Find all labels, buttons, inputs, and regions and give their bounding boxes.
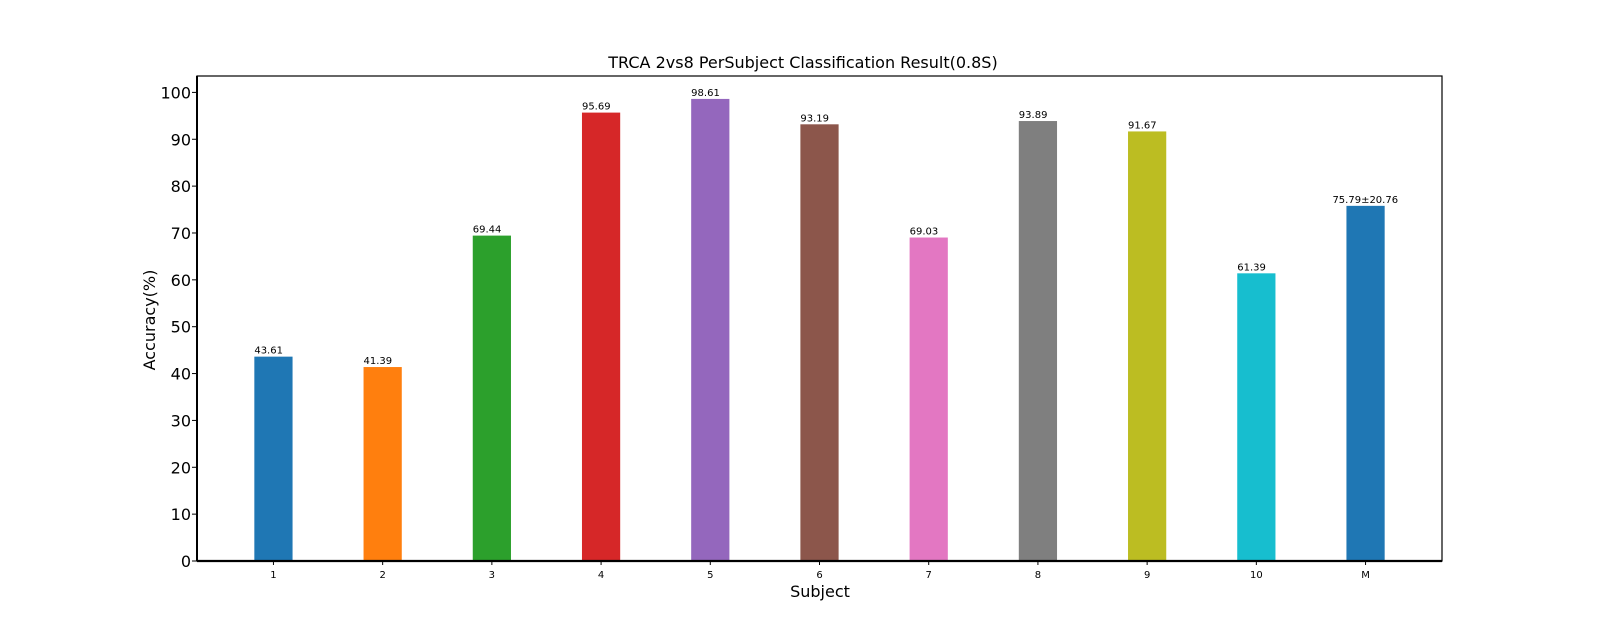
bar-2 (363, 367, 402, 561)
y-tick-label: 30 (171, 411, 191, 430)
bar-4 (581, 112, 621, 561)
x-tick-label: 6 (816, 570, 822, 581)
x-tick-label: 3 (489, 570, 495, 581)
bar-7 (909, 237, 948, 561)
x-tick-label: 8 (1035, 570, 1041, 581)
x-axis-label: Subject (790, 582, 850, 601)
x-tick-label: 1 (270, 570, 276, 581)
data-label-4: 95.69 (582, 102, 611, 113)
data-label-6: 93.19 (800, 113, 829, 124)
x-tick-label: 7 (926, 570, 932, 581)
x-tick-label: 2 (379, 570, 385, 581)
bar-10 (1237, 273, 1276, 561)
y-tick-label: 20 (171, 458, 191, 477)
chart-title: TRCA 2vs8 PerSubject Classification Resu… (607, 53, 997, 72)
y-tick-label: 90 (171, 130, 191, 149)
bar-1 (254, 356, 293, 561)
x-tick-label: 4 (598, 570, 604, 581)
x-tick-label: 9 (1144, 570, 1150, 581)
bar-M (1346, 205, 1385, 561)
y-ticks-group: 0 10 20 30 40 50 60 70 80 90 100 (160, 83, 197, 571)
data-label-5: 98.61 (691, 88, 720, 99)
bar-9 (1128, 131, 1167, 561)
bar-6 (800, 124, 839, 561)
y-tick-label: 40 (171, 365, 191, 384)
data-label-10: 61.39 (1237, 262, 1266, 273)
data-label-3: 69.44 (473, 225, 502, 236)
y-tick-label: 80 (171, 177, 191, 196)
x-tick-label: M (1361, 570, 1370, 581)
data-label-M: 75.79±20.76 (1332, 195, 1398, 206)
data-label-1: 43.61 (254, 346, 283, 357)
bars-group (254, 98, 1385, 562)
x-ticks-group: 1 2 3 4 5 6 7 8 9 10 M (270, 561, 1370, 581)
y-tick-label: 70 (171, 224, 191, 243)
bar-3 (472, 235, 511, 561)
y-tick-label: 60 (171, 271, 191, 290)
y-tick-label: 10 (171, 505, 191, 524)
y-tick-label: 50 (171, 318, 191, 337)
y-axis-label: Accuracy(%) (140, 270, 159, 371)
y-tick-label: 0 (181, 552, 191, 571)
x-tick-label: 10 (1250, 570, 1263, 581)
data-label-7: 69.03 (910, 227, 939, 238)
data-label-9: 91.67 (1128, 120, 1157, 131)
data-labels-group: 43.61 41.39 69.44 95.69 98.61 93.19 69.03 93.89… (254, 88, 1398, 367)
data-label-2: 41.39 (364, 356, 393, 367)
bar-5 (691, 98, 730, 561)
y-tick-label: 100 (160, 83, 191, 102)
bar-8 (1018, 121, 1058, 562)
data-label-8: 93.89 (1019, 110, 1048, 121)
x-tick-label: 5 (707, 570, 713, 581)
